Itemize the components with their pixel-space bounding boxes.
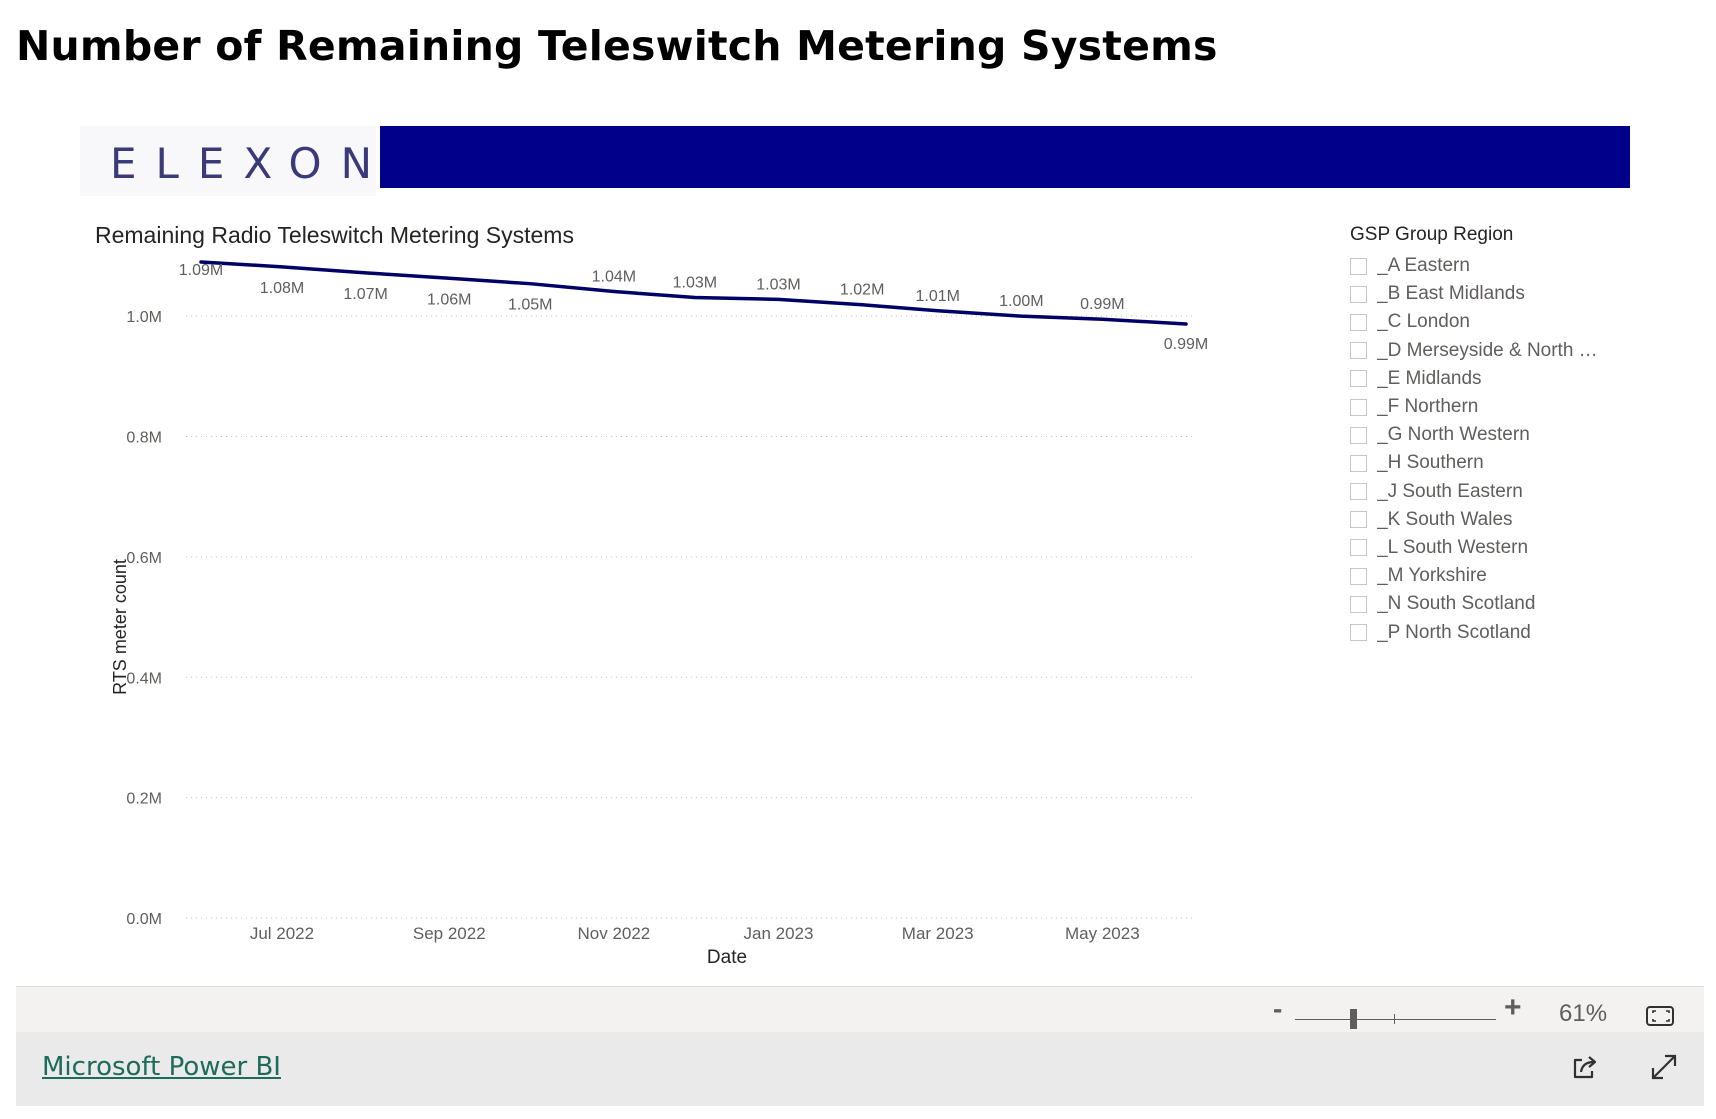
slicer-item[interactable]: _H Southern bbox=[1350, 449, 1680, 477]
slicer-item-label: _L South Western bbox=[1377, 536, 1529, 558]
slicer-item[interactable]: _M Yorkshire bbox=[1350, 562, 1680, 590]
powerbi-embed: ELEXON Remaining Radio Teleswitch Meteri… bbox=[16, 96, 1704, 1106]
slicer-item[interactable]: _G North Western bbox=[1350, 421, 1680, 449]
y-tick-label: 0.4M bbox=[126, 670, 162, 687]
checkbox[interactable] bbox=[1350, 624, 1367, 642]
fit-to-page-icon[interactable] bbox=[1646, 1005, 1676, 1032]
data-label: 1.06M bbox=[427, 291, 471, 308]
slicer-item[interactable]: _C London bbox=[1350, 308, 1680, 336]
zoom-center-tick bbox=[1394, 1014, 1395, 1024]
checkbox[interactable] bbox=[1350, 567, 1367, 585]
checkbox[interactable] bbox=[1350, 539, 1367, 557]
slicer-item-label: _N South Scotland bbox=[1377, 593, 1536, 615]
series-line[interactable] bbox=[199, 260, 1188, 326]
slicer-item-label: _J South Eastern bbox=[1377, 480, 1523, 502]
slicer-item-label: _B East Midlands bbox=[1377, 283, 1525, 305]
slicer-item[interactable]: _F Northern bbox=[1350, 393, 1680, 421]
gsp-region-slicer: GSP Group Region _A Eastern _B East Midla… bbox=[1350, 224, 1680, 647]
y-tick-label: 1.0M bbox=[126, 309, 162, 326]
slicer-item[interactable]: _J South Eastern bbox=[1350, 478, 1680, 506]
data-label: 1.04M bbox=[592, 269, 636, 286]
zoom-out-button[interactable]: - bbox=[1273, 993, 1283, 1024]
fullscreen-icon[interactable] bbox=[1649, 1052, 1679, 1087]
footer: Microsoft Power BI bbox=[16, 1032, 1704, 1106]
slicer-item-label: _A Eastern bbox=[1377, 255, 1470, 277]
slicer-item-label: _M Yorkshire bbox=[1377, 565, 1487, 587]
checkbox[interactable] bbox=[1350, 426, 1367, 444]
checkbox[interactable] bbox=[1350, 285, 1367, 303]
checkbox[interactable] bbox=[1350, 483, 1367, 501]
slicer-item[interactable]: _L South Western bbox=[1350, 534, 1680, 562]
slicer-item[interactable]: _D Merseyside & North … bbox=[1350, 337, 1680, 365]
y-axis-title: RTS meter count bbox=[110, 559, 130, 695]
logo-text: ELEXON bbox=[110, 139, 392, 188]
checkbox[interactable] bbox=[1350, 454, 1367, 472]
slicer-item[interactable]: _E Midlands bbox=[1350, 365, 1680, 393]
data-label: 0.99M bbox=[1164, 336, 1208, 353]
slicer-item[interactable]: _P North Scotland bbox=[1350, 618, 1680, 646]
share-icon[interactable] bbox=[1570, 1052, 1600, 1087]
chart-title: Remaining Radio Teleswitch Metering Syst… bbox=[95, 222, 574, 248]
checkbox[interactable] bbox=[1350, 313, 1367, 331]
header-banner bbox=[380, 126, 1630, 188]
data-label: 1.03M bbox=[673, 275, 717, 292]
slicer-list: _A Eastern _B East Midlands _C London _D Me… bbox=[1350, 252, 1680, 647]
y-tick-label: 0.8M bbox=[126, 430, 162, 447]
data-label: 1.05M bbox=[508, 297, 552, 314]
data-label: 1.01M bbox=[915, 288, 959, 305]
data-label: 0.99M bbox=[1080, 296, 1124, 313]
page-title: Number of Remaining Teleswitch Metering … bbox=[16, 22, 1218, 70]
data-label: 1.08M bbox=[260, 280, 304, 297]
slicer-item[interactable]: _B East Midlands bbox=[1350, 280, 1680, 308]
zoom-in-button[interactable]: + bbox=[1504, 991, 1522, 1024]
x-tick-label: Jan 2023 bbox=[744, 924, 814, 943]
x-tick-label: Mar 2023 bbox=[902, 924, 974, 943]
x-tick-label: Jul 2022 bbox=[250, 924, 314, 943]
zoom-bar: - + 61% bbox=[16, 986, 1704, 1034]
checkbox[interactable] bbox=[1350, 511, 1367, 529]
report-canvas: ELEXON Remaining Radio Teleswitch Meteri… bbox=[16, 96, 1704, 986]
line-chart[interactable]: 0.0M 0.2M 0.4M 0.6M 0.8M 1.0M Jul 2022 Sep 2022… bbox=[86, 246, 1216, 976]
elexon-logo: ELEXON bbox=[80, 126, 376, 196]
y-tick-label: 0.2M bbox=[126, 791, 162, 808]
slicer-item[interactable]: _K South Wales bbox=[1350, 506, 1680, 534]
microsoft-power-bi-link[interactable]: Microsoft Power BI bbox=[42, 1052, 281, 1082]
data-label: 1.03M bbox=[756, 276, 800, 293]
slicer-item-label: _F Northern bbox=[1377, 396, 1479, 418]
zoom-slider-thumb[interactable] bbox=[1350, 1009, 1357, 1029]
y-tick-label: 0.6M bbox=[126, 550, 162, 567]
slicer-item-label: _C London bbox=[1377, 311, 1470, 333]
x-tick-label: May 2023 bbox=[1065, 924, 1140, 943]
slicer-item-label: _K South Wales bbox=[1377, 508, 1513, 530]
slicer-item-label: _E Midlands bbox=[1377, 367, 1482, 389]
slicer-item-label: _H Southern bbox=[1377, 452, 1484, 474]
x-axis-title: Date bbox=[707, 947, 747, 968]
x-tick-label: Sep 2022 bbox=[413, 924, 486, 943]
data-label: 1.07M bbox=[343, 286, 387, 303]
checkbox[interactable] bbox=[1350, 595, 1367, 613]
x-tick-label: Nov 2022 bbox=[577, 924, 650, 943]
zoom-slider-track[interactable] bbox=[1295, 1019, 1496, 1020]
slicer-item[interactable]: _A Eastern bbox=[1350, 252, 1680, 280]
checkbox[interactable] bbox=[1350, 398, 1367, 416]
slicer-title: GSP Group Region bbox=[1350, 224, 1514, 245]
slicer-item-label: _D Merseyside & North … bbox=[1377, 339, 1598, 361]
y-tick-label: 0.0M bbox=[126, 911, 162, 928]
checkbox[interactable] bbox=[1350, 257, 1367, 275]
checkbox[interactable] bbox=[1350, 370, 1367, 388]
data-label: 1.09M bbox=[179, 262, 223, 279]
slicer-item-label: _G North Western bbox=[1377, 424, 1530, 446]
data-label: 1.00M bbox=[999, 293, 1043, 310]
slicer-item[interactable]: _N South Scotland bbox=[1350, 590, 1680, 618]
data-label: 1.02M bbox=[840, 282, 884, 299]
zoom-percent: 61% bbox=[1559, 1000, 1608, 1027]
slicer-item-label: _P North Scotland bbox=[1377, 621, 1531, 643]
checkbox[interactable] bbox=[1350, 342, 1367, 360]
